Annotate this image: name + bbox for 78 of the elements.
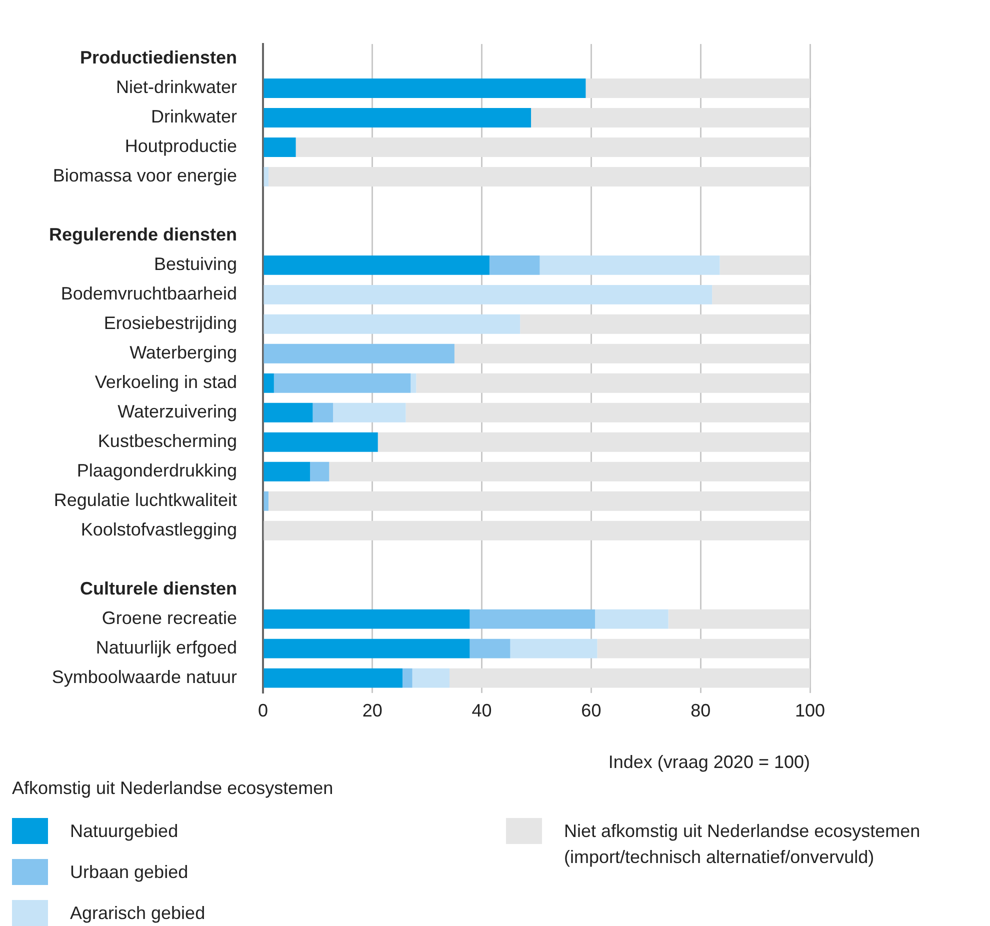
bar xyxy=(454,344,810,364)
y-tick-label: Drinkwater xyxy=(150,106,237,127)
bar xyxy=(510,638,598,658)
bar xyxy=(264,668,402,688)
bar xyxy=(470,638,510,658)
y-tick-label: Groene recreatie xyxy=(102,608,237,628)
bar xyxy=(312,402,334,422)
bar xyxy=(416,373,810,393)
bar xyxy=(264,373,274,393)
bar xyxy=(264,314,520,334)
bar xyxy=(264,166,268,186)
bar xyxy=(450,668,810,688)
y-tick-label: Kustbescherming xyxy=(98,431,237,452)
y-tick-label: Symboolwaarde natuur xyxy=(52,667,238,688)
y-tick-label: Plaagonderdrukking xyxy=(76,460,237,481)
y-tick-label: Houtproductie xyxy=(124,136,237,156)
y-tick-label: Regulatie luchtkwaliteit xyxy=(54,490,237,510)
y-tick-label: Waterzuivering xyxy=(118,402,237,422)
bar xyxy=(540,255,720,275)
y-tick-label: Niet-drinkwater xyxy=(116,77,237,98)
bar xyxy=(264,108,532,128)
bar xyxy=(378,432,810,452)
bar xyxy=(586,78,810,98)
bar xyxy=(720,255,810,275)
y-tick-label: Verkoeling in stad xyxy=(94,372,237,392)
y-tick-label: Regulerende diensten xyxy=(48,224,237,245)
y-tick-label: Biomassa voor energie xyxy=(52,166,237,186)
bar xyxy=(712,284,810,304)
bar xyxy=(264,284,712,304)
bar xyxy=(489,255,540,275)
bar xyxy=(470,609,596,629)
legend-label: Agrarisch gebied xyxy=(70,902,206,925)
y-tick-label: Productiediensten xyxy=(80,48,237,68)
bar xyxy=(264,402,313,422)
x-tick-label: 100 xyxy=(794,700,826,721)
bar xyxy=(531,108,810,128)
bar xyxy=(264,609,470,629)
legend-label: Urbaan gebied xyxy=(70,861,188,884)
bar xyxy=(264,491,268,511)
bar xyxy=(274,373,411,393)
y-tick-label: Natuurlijk erfgoed xyxy=(96,638,237,658)
bar xyxy=(333,402,406,422)
x-tick-label: 20 xyxy=(362,700,382,721)
bar xyxy=(268,491,810,511)
bar xyxy=(268,166,810,186)
bar xyxy=(597,638,810,658)
y-tick-label: Koolstofvastlegging xyxy=(80,520,237,540)
legend-title: Afkomstig uit Nederlandse ecosystemen xyxy=(12,778,334,799)
legend-label: Niet afkomstig uit Nederlandse ecosystemen (import/technisch alternatief/onvervuld) xyxy=(564,820,922,869)
y-tick-label: Bodemvruchtbaarheid xyxy=(60,284,237,304)
x-tick-label: 0 xyxy=(258,700,268,721)
bar xyxy=(296,137,810,157)
bar xyxy=(264,78,586,98)
y-tick-label: Erosiebestrijding xyxy=(104,313,237,334)
bar xyxy=(264,255,490,275)
bar xyxy=(668,609,810,629)
x-tick-label: 80 xyxy=(690,700,711,721)
bar xyxy=(264,344,454,364)
y-tick-label: Waterberging xyxy=(130,342,237,363)
bar xyxy=(595,609,668,629)
bar xyxy=(406,402,810,422)
bar xyxy=(264,638,470,658)
legend-label: Natuurgebied xyxy=(70,820,178,843)
bar xyxy=(329,462,810,482)
bar xyxy=(520,314,810,334)
bar xyxy=(264,137,296,157)
bar xyxy=(310,462,330,482)
y-tick-label: Bestuiving xyxy=(154,254,237,274)
bar xyxy=(264,432,378,452)
bar xyxy=(412,668,450,688)
bar xyxy=(410,373,416,393)
y-tick-label: Culturele diensten xyxy=(80,578,237,599)
x-tick-label: 40 xyxy=(472,700,492,721)
bar xyxy=(264,462,310,482)
x-axis-title: Index (vraag 2020 = 100) xyxy=(608,752,810,772)
bar xyxy=(264,520,810,540)
bar xyxy=(402,668,412,688)
x-tick-label: 60 xyxy=(581,700,602,721)
